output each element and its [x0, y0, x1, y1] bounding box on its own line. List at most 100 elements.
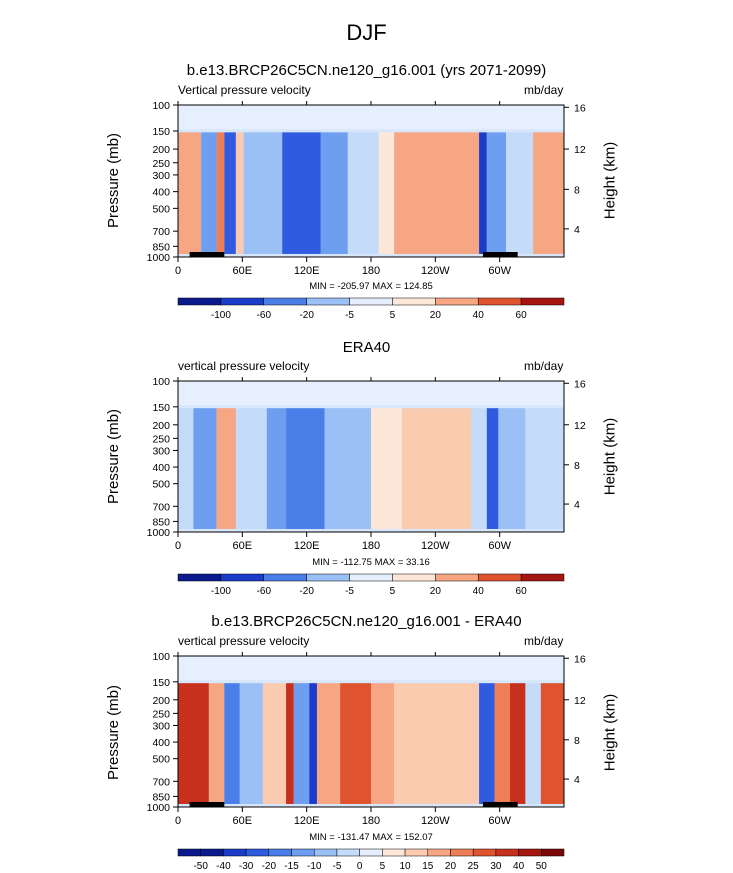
panel-1-orography-africa	[189, 252, 225, 257]
panel-2-ytick-label: 150	[152, 402, 170, 414]
panel-3-colorbar-box	[450, 848, 474, 857]
panel-2-ytick-label: 300	[152, 445, 170, 457]
panel-2-field-band	[525, 408, 564, 529]
panel-2-field-band	[486, 408, 499, 529]
panel-1-field-band	[320, 132, 348, 254]
panel-2-colorbar-label: 60	[516, 586, 528, 597]
panel-2-colorbar-box	[177, 573, 222, 582]
panel-3-field-band	[293, 683, 310, 804]
panel-3-field-band	[394, 683, 426, 804]
panel-1-ytick-label: 200	[152, 144, 170, 156]
panel-1-xtick-label: 120E	[294, 265, 320, 277]
panel-3-colorbar-box	[472, 848, 497, 857]
panel-3-ytick-label: 150	[152, 677, 170, 689]
panel-3-field-band	[262, 683, 287, 804]
panel-1-field-band	[533, 132, 564, 254]
panel-3-ytick-label: 500	[152, 754, 170, 766]
panel-2-field-band	[324, 408, 371, 529]
panel-3-orography-africa	[189, 802, 225, 807]
panel-2-colorbar-box	[263, 573, 307, 582]
panel-2-colorbar-box	[477, 573, 522, 582]
panel-2-y2tick-label: 12	[574, 420, 586, 432]
panel-1-field-band	[224, 132, 236, 254]
panel-1-colorbar-label: 5	[390, 310, 396, 321]
panel-1-y2tick-label: 8	[574, 184, 580, 196]
panel-1-subtitle: Vertical pressure velocity	[178, 83, 311, 97]
panel-1-colorbar-box	[392, 297, 436, 306]
panel-2-field-band	[216, 408, 236, 529]
panel-3-subtitle: vertical pressure velocity	[178, 634, 310, 648]
panel-1-field-band	[243, 132, 283, 254]
panel-1-upper-layer	[178, 105, 564, 130]
panel-1-colorbar-box	[520, 297, 565, 306]
panel-2-field-band	[235, 408, 267, 529]
panel-3-y2tick-label: 12	[574, 695, 586, 707]
panel-2-ytick-label: 700	[152, 501, 170, 513]
panel-1-field-band	[378, 132, 395, 254]
panel-2-ytick-label: 400	[152, 462, 170, 474]
panel-2-field-band	[401, 408, 472, 529]
panel-2-minmax: MIN = -112.75 MAX = 33.16	[312, 557, 430, 568]
panel-3-colorbar-box	[268, 848, 292, 857]
panel-3-y2tick-label: 4	[574, 774, 580, 786]
panel-3-field-band	[371, 683, 395, 804]
panel-1-colorbar-box	[306, 297, 350, 306]
panel-1-y2tick-label: 12	[574, 144, 586, 156]
panel-2-ytick-label: 850	[152, 516, 170, 528]
panel-3-xtick-label: 60E	[233, 815, 253, 827]
panel-1-colorbar-label: -5	[345, 310, 354, 321]
panel-2-ytick-label: 500	[152, 479, 170, 491]
panel-3-field-band	[309, 683, 317, 804]
panel-3-orography-andes	[482, 802, 518, 807]
panel-3-colorbar-box	[518, 848, 542, 857]
panel-3-field-band	[340, 683, 371, 804]
panel-1-xtick-label: 180	[362, 265, 380, 277]
panel-2-xtick-label: 120W	[421, 540, 450, 552]
panel-2-colorbar-label: -60	[257, 586, 272, 597]
panel-2-colorbar-label: -5	[345, 586, 354, 597]
panel-3-field-band	[540, 683, 564, 804]
panel-3-colorbar-box	[200, 848, 224, 857]
panel-3-field-band	[208, 683, 225, 804]
panel-2-field-band	[286, 408, 325, 529]
panel-3-colorbar-label: 5	[380, 861, 386, 872]
panel-3-xtick-label: 180	[362, 815, 380, 827]
panel-3-colorbar-label: -20	[262, 861, 277, 872]
panel-3-units: mb/day	[524, 634, 564, 648]
panel-2-colorbar-box	[349, 573, 393, 582]
panel-3-xtick-label: 0	[175, 815, 181, 827]
panel-3-colorbar-box	[223, 848, 247, 857]
panel-1-xtick-label: 0	[175, 265, 181, 277]
panel-2-colorbar-label: 5	[390, 586, 396, 597]
panel-3-colorbar-label: 0	[357, 861, 363, 872]
panel-2-ytick-label: 1000	[147, 527, 171, 539]
panel-3-colorbar-label: -50	[193, 861, 208, 872]
panel-3-colorbar-label: -15	[284, 861, 299, 872]
panel-3-ytick-label: 700	[152, 776, 170, 788]
panel-2-ytick-label: 100	[152, 376, 170, 388]
panel-3-xtick-label: 120W	[421, 815, 450, 827]
panel-1-field-band	[178, 132, 202, 254]
panel-2-xtick-label: 120E	[294, 540, 320, 552]
panel-1-ytick-label: 300	[152, 170, 170, 182]
panel-1-colorbar-box	[435, 297, 479, 306]
panel-2-colorbar-box	[306, 573, 350, 582]
panel-3-ytick-label: 200	[152, 695, 170, 707]
panel-3-ytick-label: 850	[152, 791, 170, 803]
panel-1-colorbar-label: 60	[516, 310, 528, 321]
panel-2-xtick-label: 60E	[233, 540, 253, 552]
panel-1-field-band	[394, 132, 480, 254]
panel-3-y2tick-label: 16	[574, 653, 586, 665]
panel-3-colorbar-label: 50	[536, 861, 548, 872]
panel-3-field-band	[479, 683, 495, 804]
panel-2-colorbar-label: 40	[473, 586, 485, 597]
panel-2-field-band	[498, 408, 526, 529]
panel-2-colorbar-box	[435, 573, 479, 582]
panel-3-colorbar: -50 -40 -30 -20 -15 -10 -5 0 5 10 15 20 25 30 40 50	[177, 848, 565, 872]
panel-3-colorbar-box	[313, 848, 338, 857]
panel-3-colorbar-box	[427, 848, 451, 857]
panel-3-colorbar-label: -30	[239, 861, 254, 872]
panel-2-colorbar-label: -100	[211, 586, 231, 597]
panel-3-colorbar-box	[495, 848, 519, 857]
